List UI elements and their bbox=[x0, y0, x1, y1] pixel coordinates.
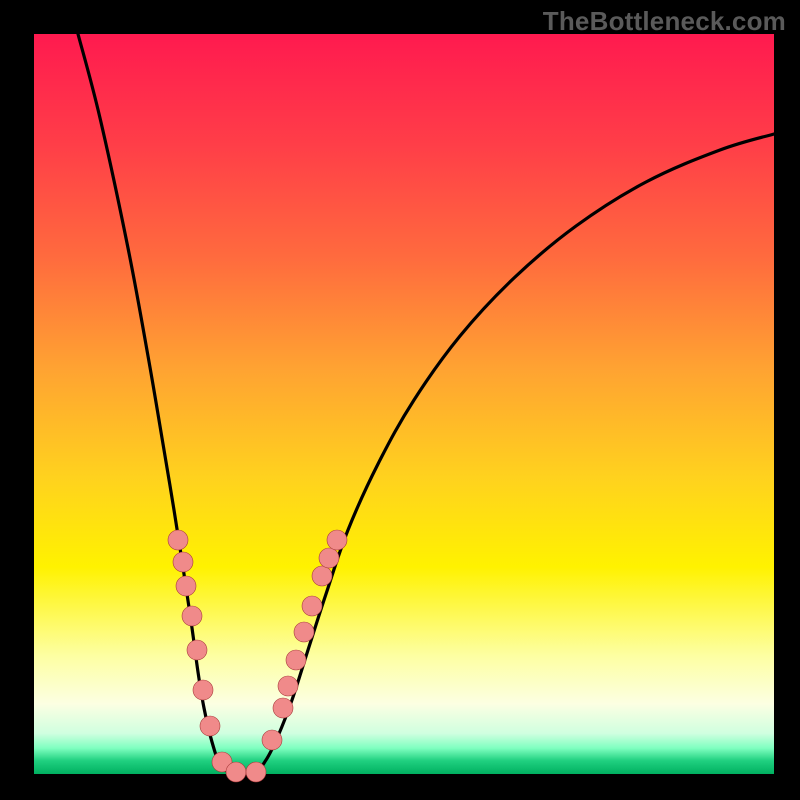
data-marker bbox=[294, 622, 314, 642]
data-marker bbox=[176, 576, 196, 596]
data-marker bbox=[286, 650, 306, 670]
data-marker bbox=[168, 530, 188, 550]
data-marker bbox=[173, 552, 193, 572]
data-marker bbox=[312, 566, 332, 586]
data-marker bbox=[246, 762, 266, 782]
data-marker bbox=[278, 676, 298, 696]
data-marker bbox=[262, 730, 282, 750]
data-marker bbox=[327, 530, 347, 550]
data-marker bbox=[319, 548, 339, 568]
bottleneck-chart bbox=[0, 0, 800, 800]
data-marker bbox=[273, 698, 293, 718]
data-marker bbox=[187, 640, 207, 660]
data-marker bbox=[193, 680, 213, 700]
data-marker bbox=[200, 716, 220, 736]
data-marker bbox=[302, 596, 322, 616]
watermark-text: TheBottleneck.com bbox=[543, 6, 786, 37]
plot-gradient bbox=[34, 34, 774, 774]
chart-container: TheBottleneck.com bbox=[0, 0, 800, 800]
data-marker bbox=[226, 762, 246, 782]
data-marker bbox=[182, 606, 202, 626]
